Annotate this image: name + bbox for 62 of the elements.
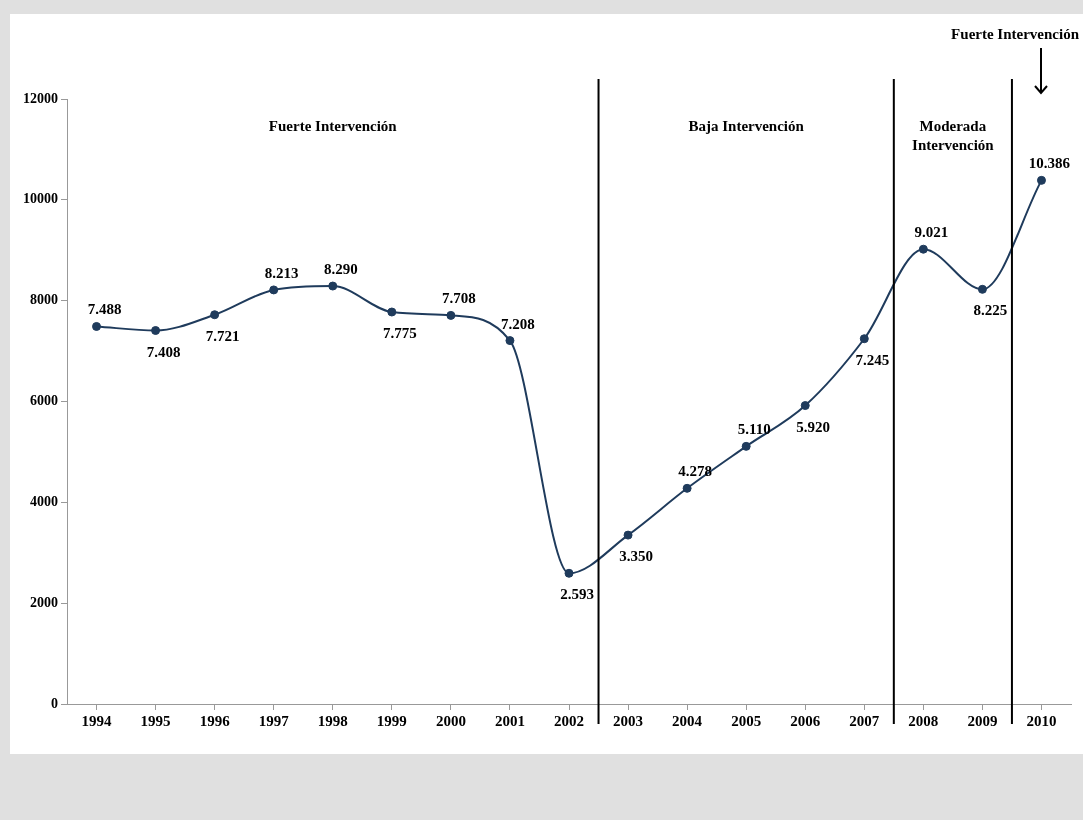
x-tick-label: 2006 [790, 712, 821, 729]
x-tick-label: 2004 [672, 712, 703, 729]
x-tick-label: 2002 [554, 712, 584, 729]
x-tick-label: 1999 [376, 712, 407, 729]
point [564, 568, 574, 578]
data-label: 7.775 [382, 325, 417, 342]
data-label: 10.386 [1028, 155, 1071, 172]
point [1036, 175, 1046, 185]
point [918, 244, 928, 254]
data-label: 7.245 [855, 351, 890, 368]
point [623, 530, 633, 540]
x-tick-label: 2009 [967, 712, 998, 729]
y-tick-label: 12000 [23, 90, 58, 106]
data-label: 7.408 [146, 343, 181, 360]
x-tick-label: 1995 [140, 712, 171, 729]
data-label: 7.721 [205, 327, 240, 344]
data-label: 7.708 [442, 290, 476, 307]
y-tick-label: 10000 [23, 191, 58, 207]
y-tick-label: 4000 [30, 493, 58, 509]
point [741, 441, 751, 451]
data-label: 8.213 [264, 264, 299, 281]
annotation: Fuerte Intervención [268, 118, 398, 134]
data-label: 7.488 [87, 301, 122, 318]
x-tick-label: 2003 [613, 712, 644, 729]
point [682, 483, 692, 493]
text: Fuerte Intervención [951, 26, 1080, 42]
y-tick-label: 8000 [30, 292, 58, 308]
point [977, 284, 987, 294]
data-label: 7.208 [501, 315, 535, 332]
point [151, 326, 161, 336]
data-label: 2.593 [560, 586, 594, 603]
x-tick-label: 1994 [81, 712, 113, 729]
x-tick-label: 1996 [199, 712, 231, 729]
point [859, 334, 869, 344]
data-label: 8.225 [973, 302, 1008, 319]
data-label: 5.110 [737, 421, 771, 438]
x-tick-label: 1997 [258, 712, 290, 729]
point [328, 281, 338, 291]
y-tick-label: 6000 [30, 393, 58, 409]
point [210, 310, 220, 320]
point [387, 307, 397, 317]
x-tick-label: 2007 [849, 712, 880, 729]
y-tick-label: 2000 [30, 594, 58, 610]
y-tick-label: 0 [51, 695, 58, 711]
data-label: 3.350 [619, 548, 653, 565]
x-tick-label: 2005 [731, 712, 762, 729]
point [800, 401, 810, 411]
x-tick-label: 2000 [435, 712, 466, 729]
point [505, 336, 515, 346]
data-label: 8.290 [323, 261, 358, 278]
x-tick-label: 2008 [908, 712, 939, 729]
data-label: 4.278 [678, 463, 712, 480]
data-label: 9.021 [914, 224, 949, 241]
data-label: 5.920 [796, 418, 831, 435]
x-tick-label: 2001 [494, 712, 525, 729]
point [92, 321, 102, 331]
x-tick-label: 1998 [317, 712, 348, 729]
annotation: Moderada Intervención [912, 118, 995, 153]
x-tick-label: 2010 [1026, 712, 1057, 729]
annotation: Baja Intervención [688, 118, 805, 134]
point [269, 285, 279, 295]
point [446, 310, 456, 320]
